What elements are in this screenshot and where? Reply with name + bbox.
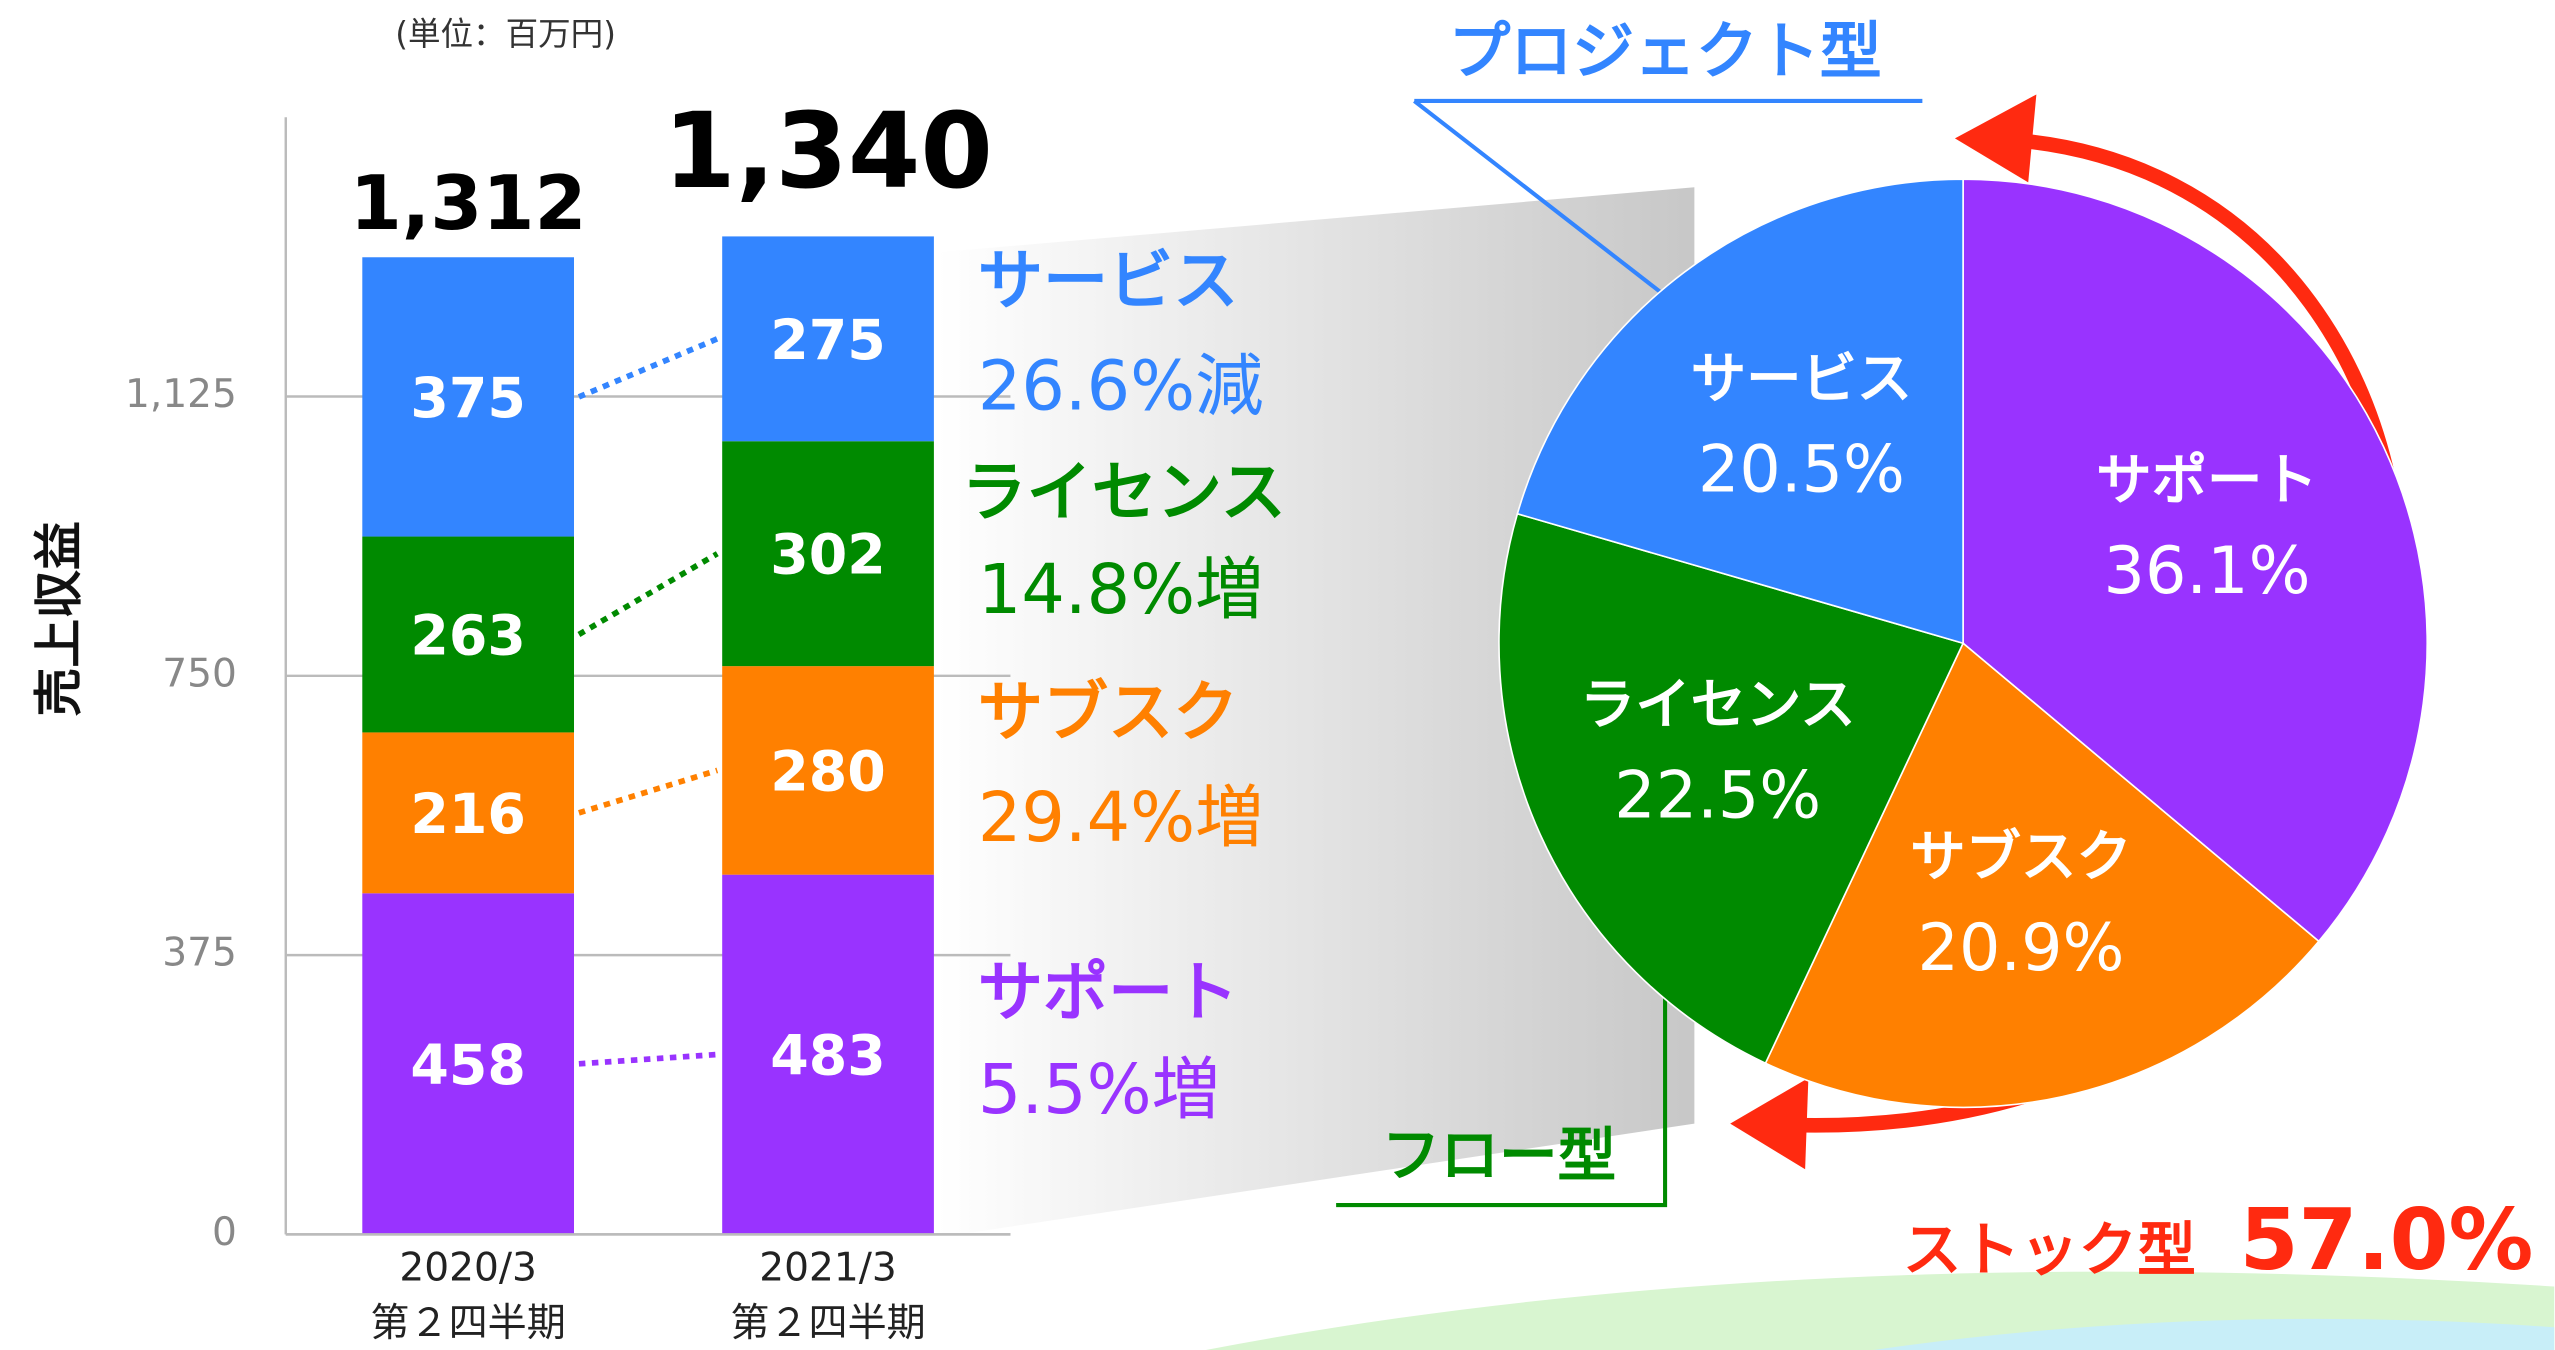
- total-label: 1,340: [663, 90, 993, 212]
- slice-value: 20.5%: [1698, 433, 1905, 508]
- pie-slice: [1764, 641, 2320, 1109]
- connector: [578, 767, 719, 816]
- project-label: プロジェクト型: [1449, 15, 1882, 87]
- flow-label: フロー型: [1382, 1122, 1616, 1190]
- pie-slice: [1498, 512, 1965, 1065]
- bar-segment: [722, 874, 934, 1235]
- connector: [577, 551, 719, 637]
- change-label: 26.6%減: [978, 347, 1264, 426]
- x-tick-label: 2021/3: [759, 1246, 896, 1291]
- y-tick-label: 375: [162, 931, 237, 976]
- bar-segment: [362, 732, 575, 894]
- bar-segment: [362, 893, 575, 1235]
- bar-segment: [722, 666, 934, 875]
- pie-slice: [1516, 178, 1964, 645]
- legend-name: ライセンス: [962, 456, 1286, 531]
- segment-label: 263: [410, 605, 526, 669]
- bar-segment: [722, 236, 934, 442]
- slice-value: 22.5%: [1614, 759, 1821, 834]
- segment-label: 216: [410, 783, 526, 847]
- segment-label: 275: [770, 309, 886, 373]
- decor-swoosh: [1873, 1318, 2555, 1350]
- segment-label: 302: [770, 524, 886, 588]
- connector: [577, 336, 719, 400]
- stock-arrow-head: [1730, 1078, 1809, 1170]
- group-line: [1336, 993, 1668, 1208]
- bar-segment: [722, 441, 934, 667]
- group-line: [1413, 99, 1664, 295]
- x-tick-label: 第２四半期: [370, 1301, 565, 1346]
- slice-value: 36.1%: [2104, 534, 2311, 609]
- pie-slice: [1962, 178, 2429, 943]
- slice-value: 20.9%: [1918, 911, 2125, 986]
- change-label: 29.4%増: [978, 779, 1264, 858]
- legend-name: サポート: [978, 956, 1239, 1031]
- y-tick-label: 0: [212, 1210, 237, 1255]
- x-tick-label: 第２四半期: [730, 1301, 925, 1346]
- slice-name: サービス: [1691, 348, 1912, 412]
- total-label: 1,312: [350, 159, 587, 247]
- y-tick-label: 1,125: [125, 372, 237, 417]
- change-label: 5.5%増: [978, 1051, 1220, 1130]
- connector: [578, 1051, 718, 1067]
- slice-name: サポート: [2096, 449, 2317, 513]
- segment-label: 458: [410, 1034, 526, 1098]
- bar-segment: [362, 536, 575, 733]
- zoom-band: [937, 187, 1695, 1238]
- slice-name: ライセンス: [1580, 674, 1856, 738]
- slice-name: サブスク: [1910, 826, 2131, 890]
- segment-label: 375: [410, 367, 526, 431]
- unit-note: (単位：百万円): [395, 15, 616, 53]
- bar-segment: [362, 257, 575, 537]
- legend-name: サブスク: [978, 676, 1239, 751]
- legend-name: サービス: [978, 244, 1239, 319]
- stock-arrow-head: [1954, 94, 2037, 183]
- y-tick-label: 750: [162, 651, 237, 696]
- stock-label: ストック型: [1903, 1216, 2196, 1284]
- x-tick-label: 2020/3: [399, 1246, 536, 1291]
- change-label: 14.8%増: [978, 551, 1264, 630]
- y-axis-label: 売上収益: [31, 521, 88, 716]
- segment-label: 280: [770, 740, 886, 804]
- segment-label: 483: [770, 1025, 886, 1089]
- stock-value: 57.0%: [2240, 1190, 2534, 1289]
